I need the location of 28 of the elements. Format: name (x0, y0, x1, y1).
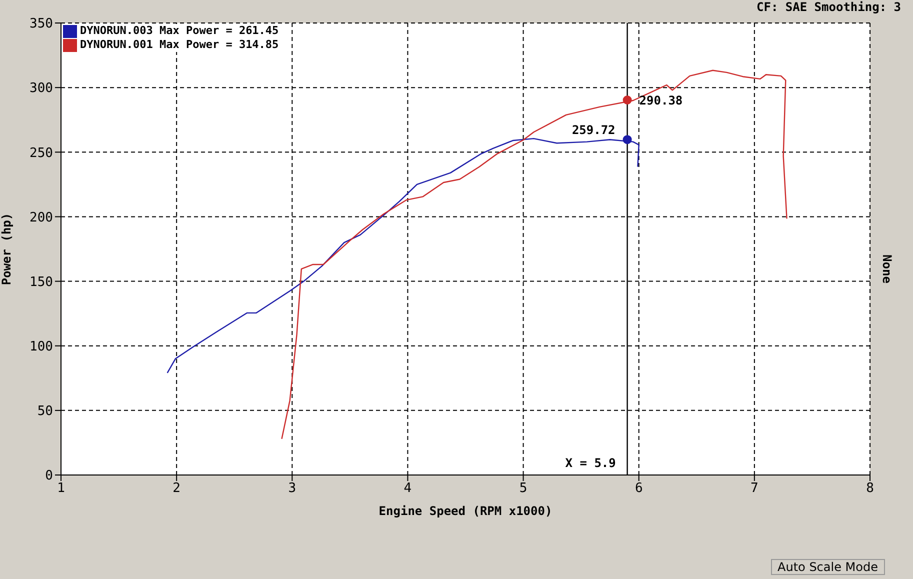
ref-line-label: X = 5.9 (565, 456, 616, 470)
y-tick-label: 250 (30, 146, 53, 161)
x-tick-label: 1 (57, 481, 65, 496)
chart-subtitle: CF: SAE Smoothing: 3 (756, 0, 901, 14)
y-tick-label: 150 (30, 274, 53, 290)
legend-label: DYNORUN.003 Max Power = 261.45 (80, 24, 279, 38)
x-tick-label: 6 (634, 481, 643, 496)
x-axis-title: Engine Speed (RPM x1000) (378, 504, 552, 518)
x-tick-label: 8 (866, 481, 874, 496)
y-tick-label: 0 (45, 468, 53, 484)
line-series (281, 70, 788, 440)
y-tick-label: 50 (37, 404, 53, 420)
line-series (166, 138, 640, 374)
annotation: 259.72 (572, 122, 616, 137)
x-tick-label: 2 (172, 481, 180, 496)
y-tick-label: 300 (30, 81, 53, 96)
y-tick-label: 350 (30, 16, 53, 32)
x-tick-label: 7 (750, 481, 758, 496)
x-tick-label: 4 (404, 481, 412, 496)
annotation: 290.38 (639, 93, 683, 108)
y-tick-label: 200 (30, 210, 53, 226)
y-tick-label: 100 (30, 339, 53, 354)
legend-label: DYNORUN.001 Max Power = 314.85 (80, 38, 279, 52)
text: Auto Scale Mode (770, 559, 885, 575)
y-axis-title: Power (hp) (0, 212, 14, 286)
x-tick-label: 5 (519, 481, 528, 496)
x-tick-label: 3 (288, 481, 296, 496)
y2-axis-title: None (880, 254, 894, 284)
